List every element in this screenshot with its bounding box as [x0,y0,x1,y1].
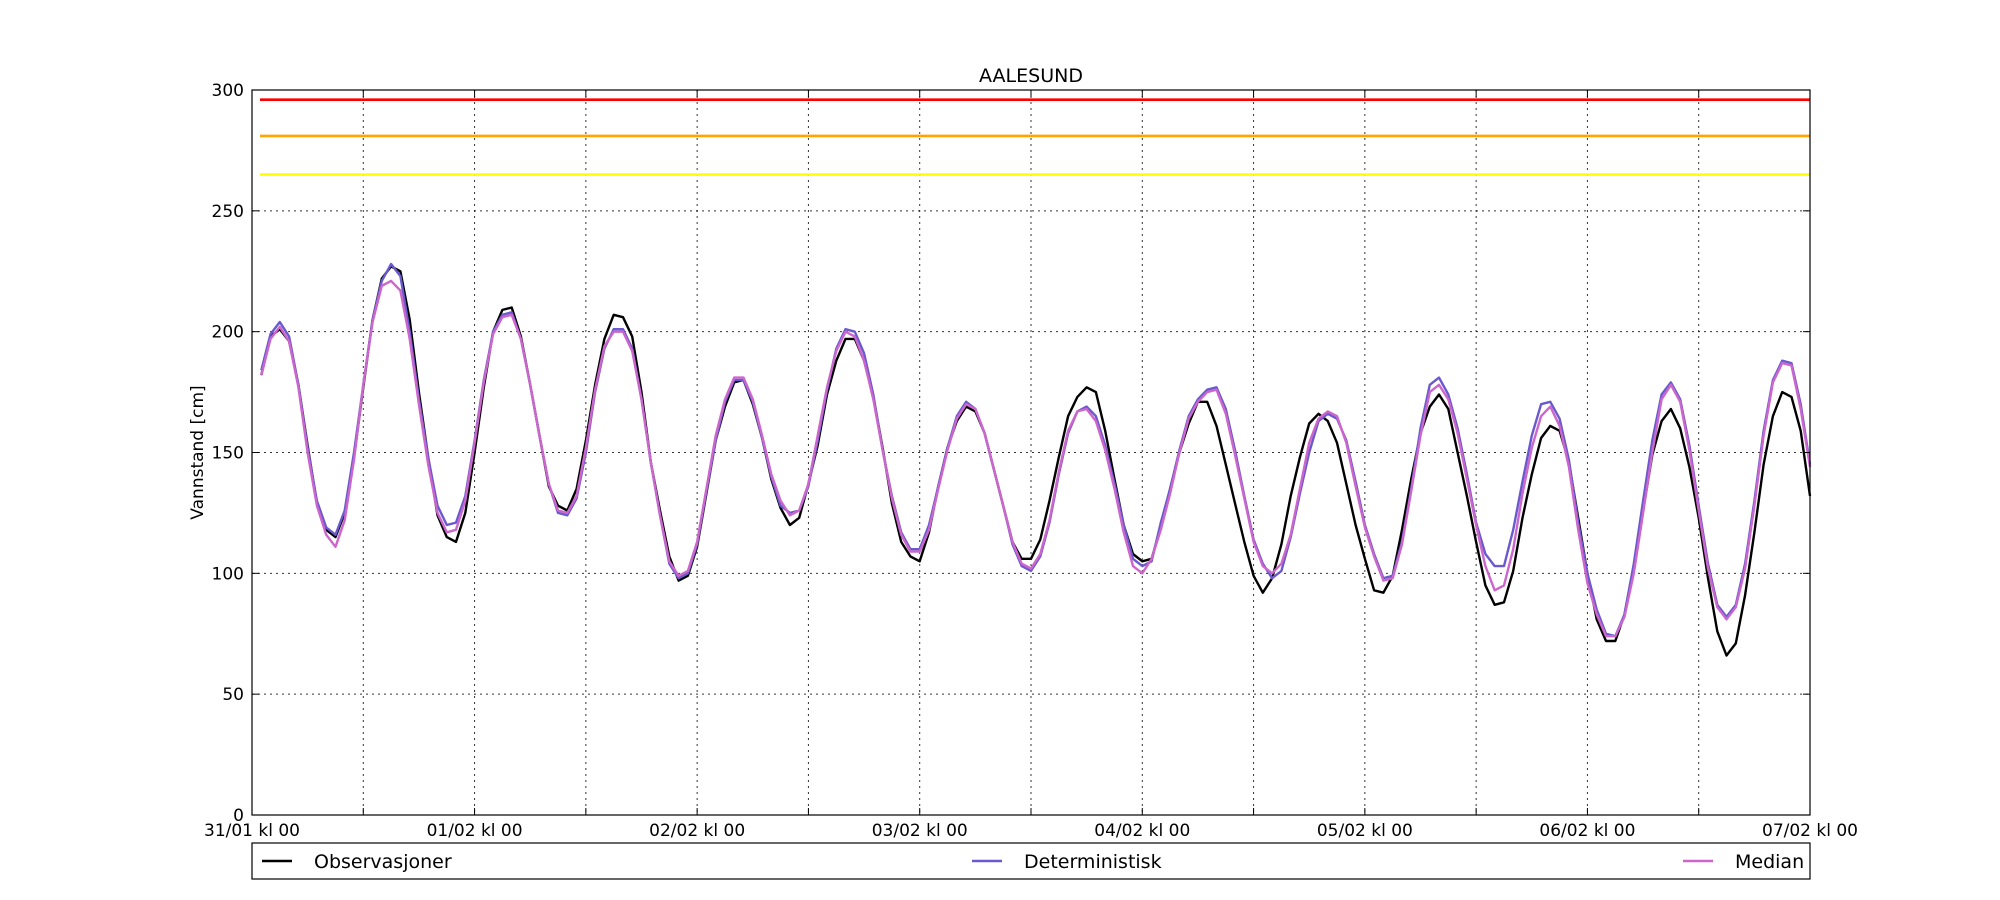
x-tick-label: 02/02 kl 00 [649,821,745,841]
x-tick-label: 06/02 kl 00 [1539,821,1635,841]
x-tick-label: 04/02 kl 00 [1094,821,1190,841]
legend: Observasjoner Deterministisk Median [251,842,1811,880]
y-tick-label: 250 [212,202,244,222]
y-tick-label: 150 [212,444,244,464]
y-tick-label: 50 [222,685,244,705]
x-tick-label: 05/02 kl 00 [1317,821,1413,841]
grid [251,89,1811,816]
series-line-median [260,279,1812,638]
series-line-observasjoner [260,265,1812,657]
y-tick-label: 200 [212,323,244,343]
x-tick-label: 01/02 kl 00 [427,821,523,841]
x-tick-label: 07/02 kl 00 [1762,821,1858,841]
series-lines [260,262,1812,657]
legend-frame [251,842,1811,880]
ticks: 0 50 100 150 200 250 300 31/01 kl 00 01/02 kl 00… [204,81,1858,841]
y-tick-label: 0 [233,806,244,826]
chart-title: AALESUND [979,65,1083,87]
y-axis-label: Vannstand [cm] [188,385,208,519]
legend-label: Median [1735,851,1804,873]
x-tick-label: 03/02 kl 00 [872,821,968,841]
x-tick-label: 31/01 kl 00 [204,821,300,841]
y-tick-label: 300 [212,81,244,101]
y-tick-label: 100 [212,564,244,584]
legend-label: Observasjoner [314,851,452,873]
series-line-deterministisk [260,262,1812,638]
threshold-lines [260,98,1810,176]
legend-label: Deterministisk [1024,851,1162,873]
